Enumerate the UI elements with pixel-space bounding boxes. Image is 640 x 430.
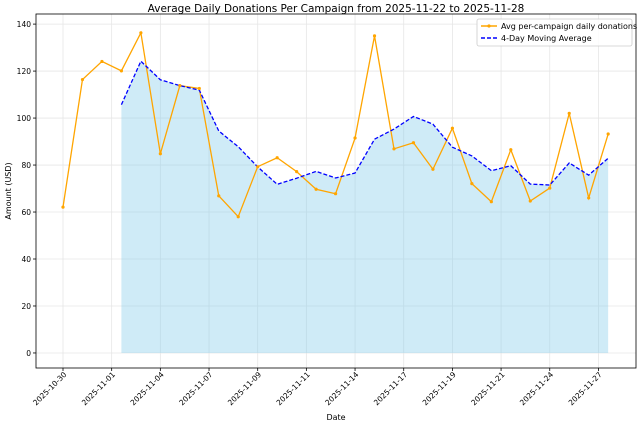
donations-point [509, 148, 513, 152]
donations-point [80, 77, 85, 82]
x-tick-label: 2025-11-17 [372, 370, 409, 407]
donations-point [314, 187, 318, 191]
donations-point [567, 111, 571, 115]
x-tick-label: 2025-11-14 [323, 370, 360, 407]
x-tick-label: 2025-11-04 [129, 370, 166, 407]
y-tick-label: 80 [21, 161, 31, 170]
x-axis: 2025-10-30 2025-11-01 2025-11-04 2025-11-07… [31, 368, 604, 407]
x-tick-label: 2025-11-21 [469, 370, 506, 407]
y-tick-label: 40 [21, 255, 31, 264]
x-tick-label: 2025-11-11 [275, 370, 312, 407]
donations-point [295, 170, 299, 174]
x-axis-label: Date [326, 413, 345, 422]
legend-marker-donations [487, 24, 491, 28]
y-tick-label: 0 [26, 349, 31, 358]
donations-point [353, 136, 357, 140]
donations-point [431, 167, 435, 171]
y-tick-label: 100 [17, 114, 32, 123]
donations-point [217, 194, 221, 198]
donations-point [61, 205, 65, 209]
x-tick-label: 2025-11-24 [518, 370, 555, 407]
y-tick-label: 120 [17, 67, 32, 76]
x-tick-label: 2025-11-09 [226, 370, 263, 407]
donations-point [606, 132, 610, 136]
moving-average-line [120, 60, 609, 186]
donations-point [100, 59, 104, 64]
plot-frame [35, 13, 637, 369]
donations-point [333, 192, 338, 196]
y-axis: 0 20 40 60 80 100 120 140 [17, 20, 36, 358]
donations-point [178, 84, 182, 88]
donations-point [450, 126, 454, 130]
moving-average-area [121, 61, 609, 353]
x-tick-label: 2025-11-19 [421, 370, 458, 407]
legend-box [476, 18, 633, 47]
grid [36, 14, 636, 368]
donations-point [139, 31, 143, 35]
x-tick-label: 2025-10-30 [31, 370, 68, 407]
donations-point [275, 156, 279, 160]
legend-label-moving-average: 4-Day Moving Average [501, 34, 592, 43]
donations-point [411, 141, 416, 145]
y-axis-label: Amount (USD) [4, 162, 13, 219]
donations-point [197, 86, 201, 91]
x-tick-label: 2025-11-07 [177, 370, 214, 407]
y-tick-label: 60 [21, 208, 31, 217]
donations-point [119, 69, 124, 73]
x-tick-label: 2025-11-27 [567, 370, 604, 407]
donations-point [392, 147, 396, 151]
donations-point [528, 199, 532, 203]
chart-title: Average Daily Donations Per Campaign fro… [148, 3, 525, 15]
donations-point [548, 186, 552, 190]
donations-point [470, 182, 474, 186]
y-tick-label: 140 [17, 20, 32, 29]
donations-point [256, 165, 260, 169]
moving-average-fill [121, 61, 609, 353]
donations-point [489, 200, 493, 204]
x-tick-label: 2025-11-01 [80, 370, 117, 407]
donations-point [158, 152, 162, 156]
legend-label-donations: Avg per-campaign daily donations [501, 22, 637, 31]
y-tick-label: 20 [21, 302, 31, 311]
donations-point [372, 34, 377, 38]
data-points [61, 31, 610, 219]
donations-point [587, 196, 591, 200]
donations-point [236, 215, 240, 219]
legend: Avg per-campaign daily donations 4-Day M… [476, 18, 637, 47]
